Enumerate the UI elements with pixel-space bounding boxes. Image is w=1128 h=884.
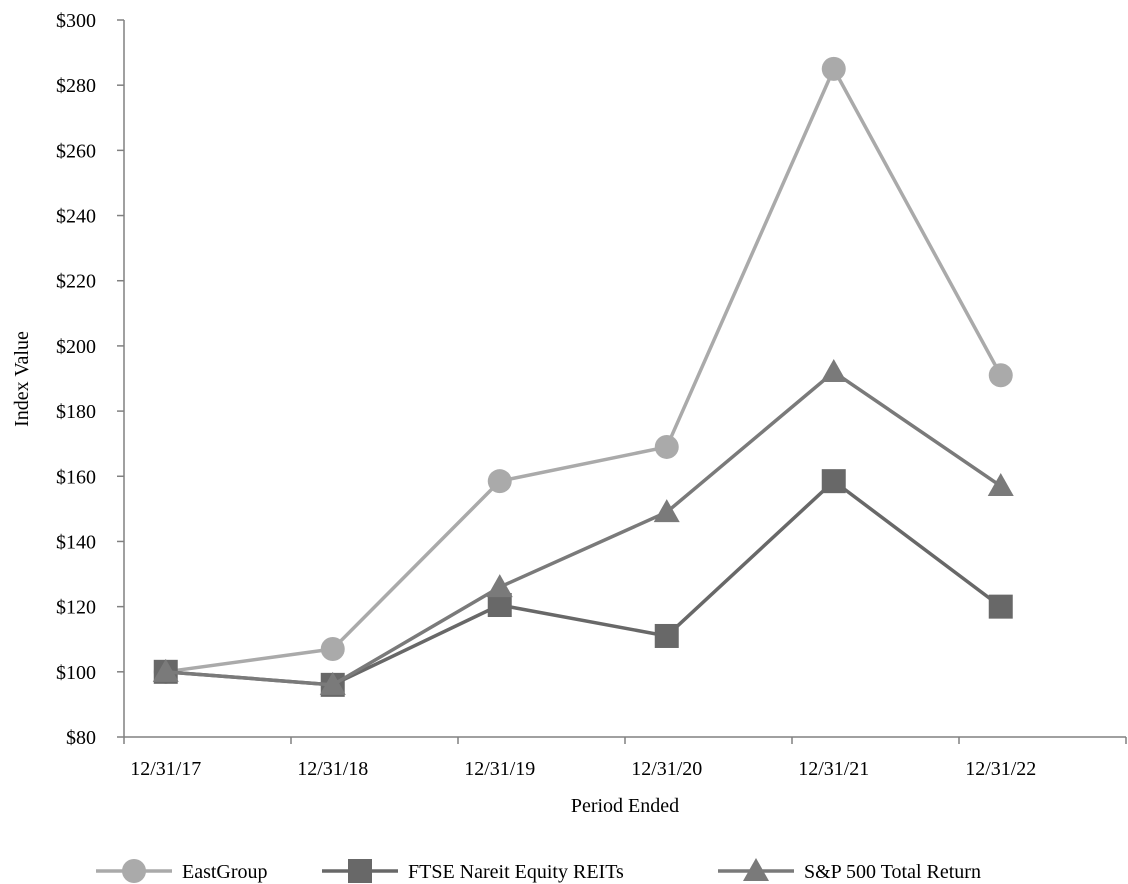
legend-item: FTSE Nareit Equity REITs (322, 859, 624, 883)
y-tick-label: $260 (56, 140, 96, 162)
x-axis-title: Period Ended (571, 795, 679, 817)
data-point (320, 637, 345, 662)
x-tick-label: 12/31/19 (464, 758, 535, 780)
data-point (820, 358, 847, 382)
y-tick-label: $200 (56, 336, 96, 358)
y-tick-label: $100 (56, 662, 96, 684)
chart-axes: $80 $100 $120 $140 $160 $180 $200 $220 $240 $260 $… (56, 10, 1127, 780)
data-point (821, 469, 846, 494)
series-triangle (152, 358, 1014, 695)
data-point (988, 363, 1013, 388)
legend-marker (122, 859, 146, 883)
series-layer (152, 56, 1014, 697)
y-tick-label: $120 (56, 597, 96, 619)
x-tick-label: 12/31/18 (297, 758, 368, 780)
series-line (165, 370, 1002, 687)
data-point (319, 671, 346, 695)
data-point (987, 473, 1014, 497)
legend-marker (348, 859, 372, 883)
legend-item: EastGroup (96, 859, 268, 883)
y-tick-label: $80 (66, 727, 96, 749)
series-circle (153, 56, 1013, 684)
data-point (654, 434, 679, 459)
x-tick-label: 12/31/22 (965, 758, 1036, 780)
y-tick-label: $300 (56, 10, 96, 32)
series-square (153, 469, 1013, 697)
y-tick-label: $140 (56, 531, 96, 553)
x-tick-label: 12/31/20 (631, 758, 702, 780)
x-tick-label: 12/31/17 (130, 758, 201, 780)
data-point (988, 594, 1013, 619)
y-tick-label: $180 (56, 401, 96, 423)
x-tick-label: 12/31/21 (798, 758, 869, 780)
data-point (653, 499, 680, 523)
y-tick-label: $160 (56, 466, 96, 488)
legend-label: FTSE Nareit Equity REITs (408, 861, 624, 883)
data-point (486, 574, 513, 598)
y-tick-label: $280 (56, 75, 96, 97)
legend-label: S&P 500 Total Return (804, 861, 981, 883)
legend-marker (743, 858, 769, 881)
data-point (152, 658, 179, 682)
y-tick-label: $220 (56, 271, 96, 293)
series-line (165, 67, 1003, 674)
y-axis-title: Index Value (11, 331, 33, 427)
y-tick-label: $240 (56, 206, 96, 228)
data-point (487, 469, 512, 494)
legend-item: S&P 500 Total Return (718, 858, 981, 883)
data-point (654, 623, 679, 648)
data-point (821, 56, 846, 81)
legend-label: EastGroup (182, 861, 268, 883)
legend: EastGroup FTSE Nareit Equity REITs S&P 500… (96, 858, 981, 883)
